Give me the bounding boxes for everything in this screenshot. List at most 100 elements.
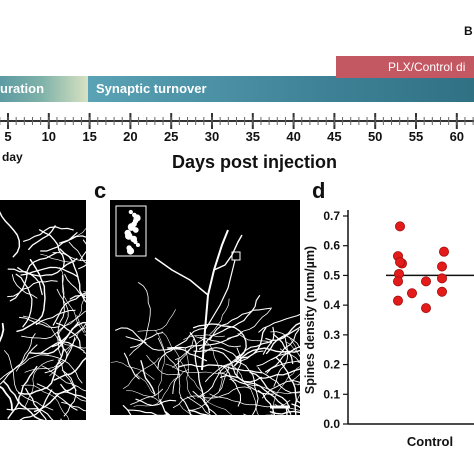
timeline-tick-label: 15 [82,129,97,144]
dendrite-fiber [64,273,86,299]
dendrite-fiber [227,363,259,415]
micrograph-panel-c [110,200,300,415]
dendrite-fiber [40,232,78,252]
dendrite-fiber [194,336,223,392]
dendrite-fiber [140,360,156,395]
dendrite-fiber [59,267,85,334]
dendrite-fiber [57,359,77,391]
dendrite-fiber [38,229,65,268]
inset-spine [128,209,133,215]
dendrite-fiber [33,385,76,413]
dendrite-fiber [68,241,86,264]
inset-spine [125,232,133,240]
dendrite-fiber [205,356,240,383]
dendrite-fiber [167,331,243,350]
timeline-tick-label: 5 [4,129,12,144]
dendrite-fiber [265,322,300,355]
dendrite-fiber [0,322,13,411]
timeline-axis [0,113,474,129]
data-point [438,246,449,257]
dendrite-fiber [44,337,76,374]
dendrite-fiber [127,409,170,415]
dendrite-fiber [199,295,261,350]
dendrite-fiber [172,338,194,368]
dendrite-fiber [179,403,193,415]
dendrite-fiber [237,333,273,344]
dendrite-fiber [115,327,147,344]
timeline-tick-label: 50 [367,129,383,144]
timeline-tick-label: 30 [204,129,220,144]
dendrite-fiber [7,365,38,419]
dendrite-fiber [270,331,300,349]
data-point [395,257,406,268]
neuron-branch [204,259,236,331]
dendrite-fiber [265,345,300,373]
y-tick-label: 0.6 [323,239,340,253]
dendrite-fiber [135,398,177,407]
dendrite-fiber [294,393,300,408]
dendrite-fiber [178,363,263,374]
spine-density-chart: 0.0 0.1 0.2 0.3 0.4 0.5 0.6 0.7 Spines density (… [303,209,474,449]
dendrite-fiber [21,384,70,420]
dendrite-fiber [192,323,247,362]
dendrite-fiber [271,328,300,361]
timeline-tick-label: 60 [449,129,465,144]
dendrite-fiber [257,367,300,394]
zoom-region-box [231,251,241,261]
panel-letter-d: d [312,178,326,203]
micrograph-panel-b [0,200,86,420]
dendrite-fiber [288,336,300,386]
neuron-trunk [201,229,229,371]
dendrite-fiber [123,352,140,380]
dendrite-fiber [185,348,196,400]
inset-spine [133,239,138,245]
dendrite-fiber [40,253,76,263]
dendrite-fiber [63,291,86,328]
y-tick-label: 0.5 [323,268,340,282]
dendrite-fiber [275,357,298,415]
timeline-tick-label: 45 [327,129,342,144]
dendrite-fiber [24,359,54,408]
plx-control-diet-bar: PLX/Control di [336,56,474,78]
dendrite-fiber [60,383,86,399]
dendrite-fiber [59,248,86,303]
dendrite-fiber [76,315,86,333]
dendrite-fiber [36,383,78,411]
dendrite-fiber [25,388,47,420]
y-tick-label: 0.3 [323,328,340,342]
synaptic-turnover-bar: Synaptic turnover [88,76,474,102]
timeline-tick-label: 35 [245,129,261,144]
y-tick-label: 0.7 [323,209,340,223]
dendrite-fiber [146,354,181,376]
dendrite-fiber [200,393,233,415]
maturation-phase-bar: uration [0,76,92,102]
dendrite-fiber [68,322,86,339]
dendrite-fiber [209,298,230,336]
dendrite-fiber [110,361,155,380]
x-category-label: Control [407,434,453,449]
micrograph-panel-c-image [110,205,300,415]
timeline-minor-ticks [0,117,474,125]
dendrite-fiber [137,309,176,332]
timeline-top-right-label: B [464,24,473,38]
dendrite-fiber [234,347,300,367]
dendrite-fiber [0,333,36,380]
dendrite-fiber [29,321,86,355]
inset-spine [132,227,139,233]
dendrite-fiber [2,380,45,420]
dendrite-fiber [22,315,86,349]
dendrite-fiber [249,371,290,408]
data-point [407,288,418,299]
dendrite-fiber [0,211,21,258]
dendrite-fiber [219,374,292,415]
panel-letter-c: c [94,178,107,203]
dendrite-fiber [35,309,76,326]
timeline-tick-label: 55 [408,129,424,144]
dendrite-fiber [61,369,77,417]
dendrite-fiber [269,410,300,415]
dendrite-fiber [130,388,164,405]
synaptic-turnover-label: Synaptic turnover [96,81,207,96]
dendrite-fiber [271,366,300,415]
dendrite-fiber [157,327,206,369]
dendrite-fiber [52,252,86,262]
